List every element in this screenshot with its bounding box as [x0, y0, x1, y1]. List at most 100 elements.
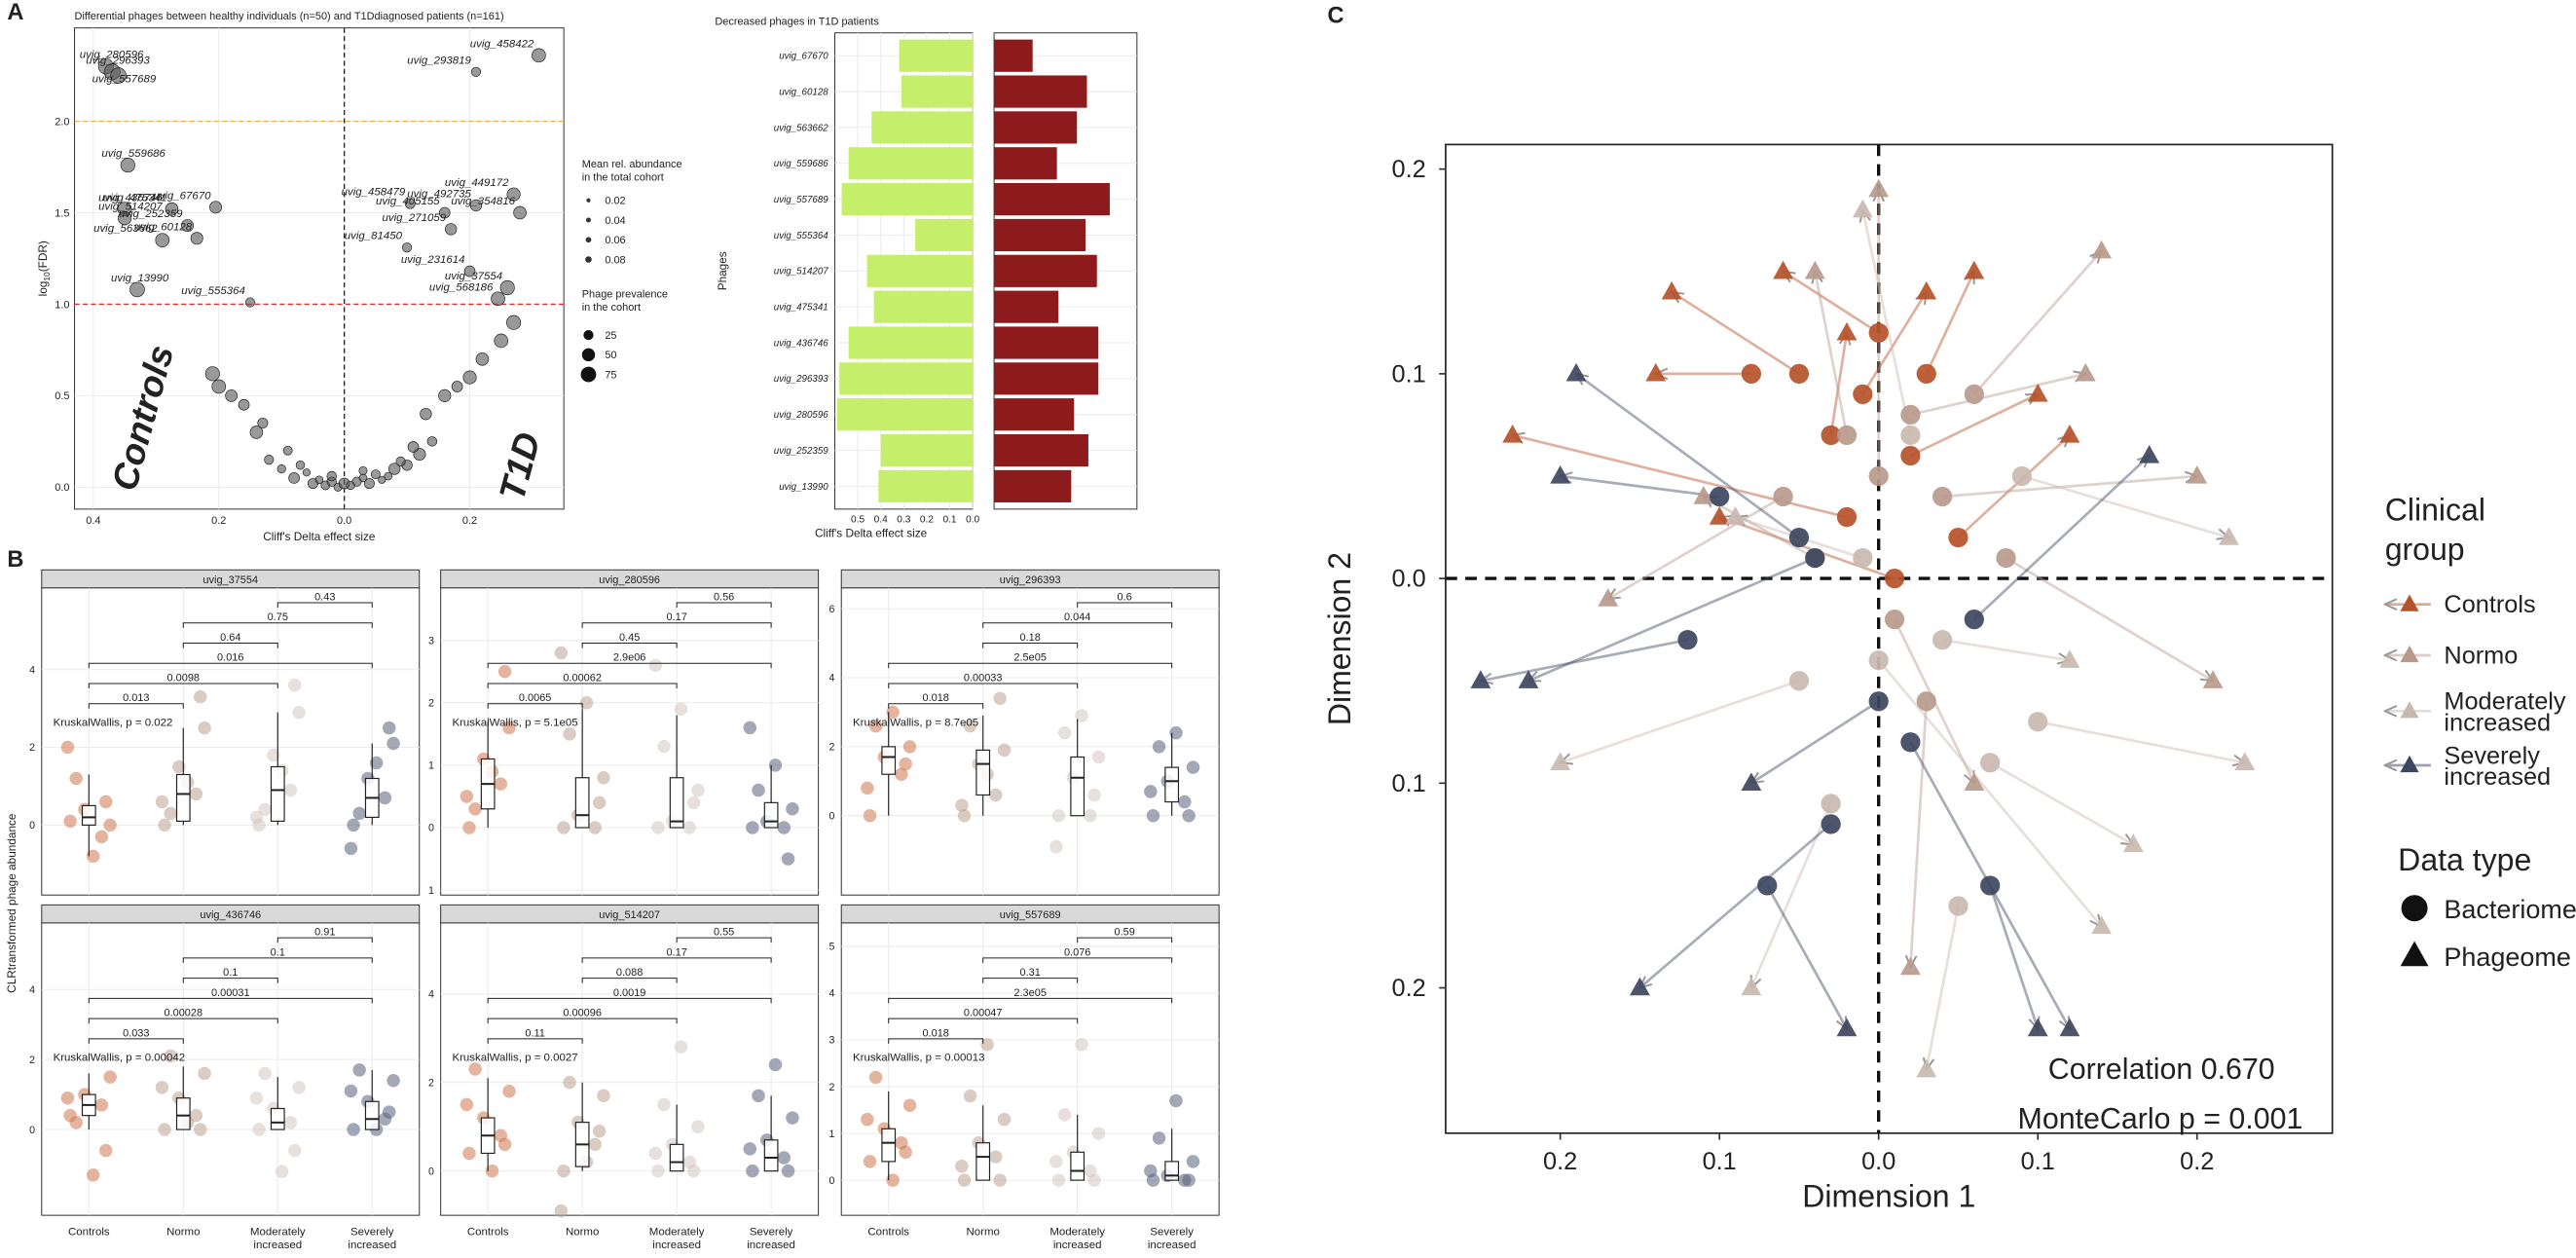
procrustes-arrow: [2037, 720, 2245, 762]
phageome-point: [2059, 649, 2080, 668]
point: [181, 219, 195, 233]
point: [275, 1165, 289, 1178]
point: [244, 297, 256, 308]
bar: [915, 218, 974, 252]
y-axis-label: Dimension 2: [1322, 552, 1357, 725]
point: [1091, 750, 1106, 764]
point: [198, 1066, 211, 1081]
bacteriome-point: [2011, 465, 2032, 487]
y-tick-label: 0: [29, 1125, 35, 1136]
x-tick-label: 0.1: [2021, 1148, 2055, 1175]
box: [881, 746, 897, 775]
point: [267, 748, 280, 762]
point: [347, 1123, 360, 1136]
bar: [880, 433, 974, 467]
procrustes-arrow: [1941, 476, 2197, 499]
bar: [839, 362, 974, 395]
point: [292, 1081, 306, 1094]
legend-label: Severely: [2444, 742, 2540, 769]
point: [276, 463, 286, 474]
point: [993, 691, 1007, 705]
p-value: 0.1: [271, 946, 285, 958]
point: [257, 418, 269, 429]
x-axis-label: Cliff's Delta effect size: [263, 530, 376, 543]
bacteriome-point: [1805, 547, 1825, 569]
legend-key: [585, 256, 592, 263]
point: [258, 1066, 272, 1081]
point: [363, 478, 375, 490]
y-tick-label: uvig_555364: [774, 231, 829, 241]
x-tick-label: Moderately: [649, 1226, 705, 1238]
point: [955, 1159, 969, 1173]
bacteriome-point: [2028, 712, 2048, 732]
legend-title: Clinical: [2385, 493, 2485, 528]
bacteriome-point: [1868, 465, 1889, 487]
p-value: 0.56: [714, 591, 734, 603]
point: [1075, 709, 1088, 722]
box: [975, 1142, 991, 1181]
x-tick-label: Controls: [867, 1226, 909, 1238]
point-label: uvig_458479: [342, 187, 406, 199]
bacteriome-point: [1853, 547, 1873, 569]
point: [252, 1123, 266, 1136]
point: [118, 211, 132, 226]
point: [1049, 1155, 1063, 1168]
box: [1070, 756, 1086, 817]
point: [497, 1137, 512, 1152]
point: [781, 852, 795, 866]
point: [786, 802, 799, 816]
y-tick-label: 0.5: [55, 390, 69, 402]
point: [993, 1173, 1007, 1187]
point: [863, 808, 877, 823]
p-value: 0.00033: [964, 672, 1003, 684]
y-tick-label: uvig_514207: [774, 267, 829, 278]
point: [462, 821, 476, 834]
point: [164, 1049, 177, 1063]
point: [743, 721, 757, 735]
point: [369, 756, 384, 770]
box: [763, 801, 779, 829]
point: [238, 398, 250, 411]
p-value: 0.00031: [211, 987, 250, 999]
y-tick-label: uvig_60128: [779, 87, 828, 97]
procrustes-arrow: [1877, 659, 2102, 926]
test-label: KruskalWallis, p = 5.1e05: [452, 718, 577, 729]
point: [155, 1081, 169, 1094]
point: [462, 1146, 476, 1161]
legend-label: 50: [605, 350, 616, 361]
p-value: 0.0019: [613, 987, 646, 999]
significance-bracket: [888, 662, 1173, 669]
point: [980, 1038, 994, 1052]
point: [686, 796, 701, 810]
box: [669, 777, 684, 829]
phageome-point: [1773, 260, 1794, 279]
x-tick-label: Moderately: [1049, 1226, 1105, 1238]
point: [592, 1124, 607, 1138]
p-value: 0.00028: [164, 1008, 202, 1019]
bacteriome-point: [1836, 425, 1858, 446]
point: [99, 1143, 113, 1158]
point: [86, 849, 100, 864]
procrustes-arrow: [1481, 638, 1688, 681]
facet-area: [41, 587, 421, 896]
legend-key: [2400, 645, 2419, 663]
point: [386, 736, 400, 751]
point: [674, 702, 688, 716]
bar: [878, 469, 974, 502]
p-value: 0.018: [922, 1027, 948, 1039]
significance-bracket: [487, 662, 772, 669]
x-tick-label: 0.0: [337, 515, 351, 527]
point: [957, 1173, 972, 1187]
legend-label: 25: [605, 330, 616, 342]
point: [407, 441, 420, 453]
x-tick-label: increased: [253, 1240, 302, 1251]
y-tick-label: 3: [428, 635, 434, 647]
point: [861, 1112, 874, 1127]
x-tick-label: 0.0: [1861, 1148, 1895, 1175]
phageome-point: [1725, 506, 1746, 525]
point: [451, 381, 463, 392]
bar: [899, 39, 974, 72]
point: [189, 787, 203, 801]
bar: [841, 183, 974, 216]
point: [491, 291, 505, 307]
